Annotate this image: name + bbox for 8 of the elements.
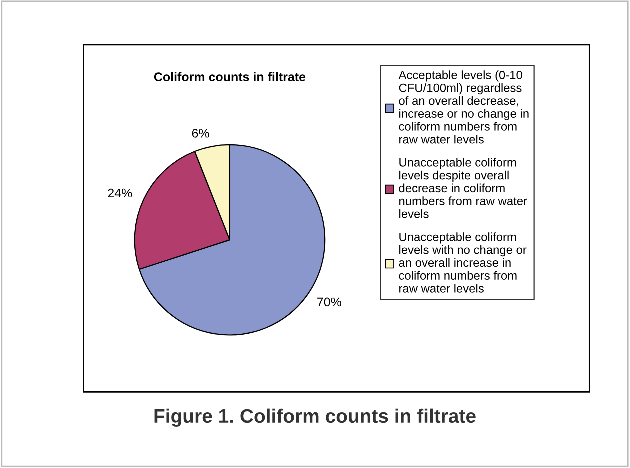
caption: Figure 1. Coliform counts in filtrate (154, 408, 476, 428)
data-label: 70% (318, 298, 342, 307)
data-label: 24% (108, 188, 132, 198)
chart-title: Coliform counts in filtrate (154, 72, 306, 82)
legend-label: Unacceptable coliform levels despite overall decrease in coliform numbers from raw water levels (399, 158, 528, 218)
data-label: 6% (192, 129, 210, 138)
legend-label: Unacceptable coliform levels with no change or an overall increase in coliform numbers from raw water levels (399, 232, 527, 293)
legend-label: Acceptable levels (0-10 CFU/100ml) regardless of an overall decrease, increase or no change in coliform numbers from raw water levels (398, 70, 529, 144)
